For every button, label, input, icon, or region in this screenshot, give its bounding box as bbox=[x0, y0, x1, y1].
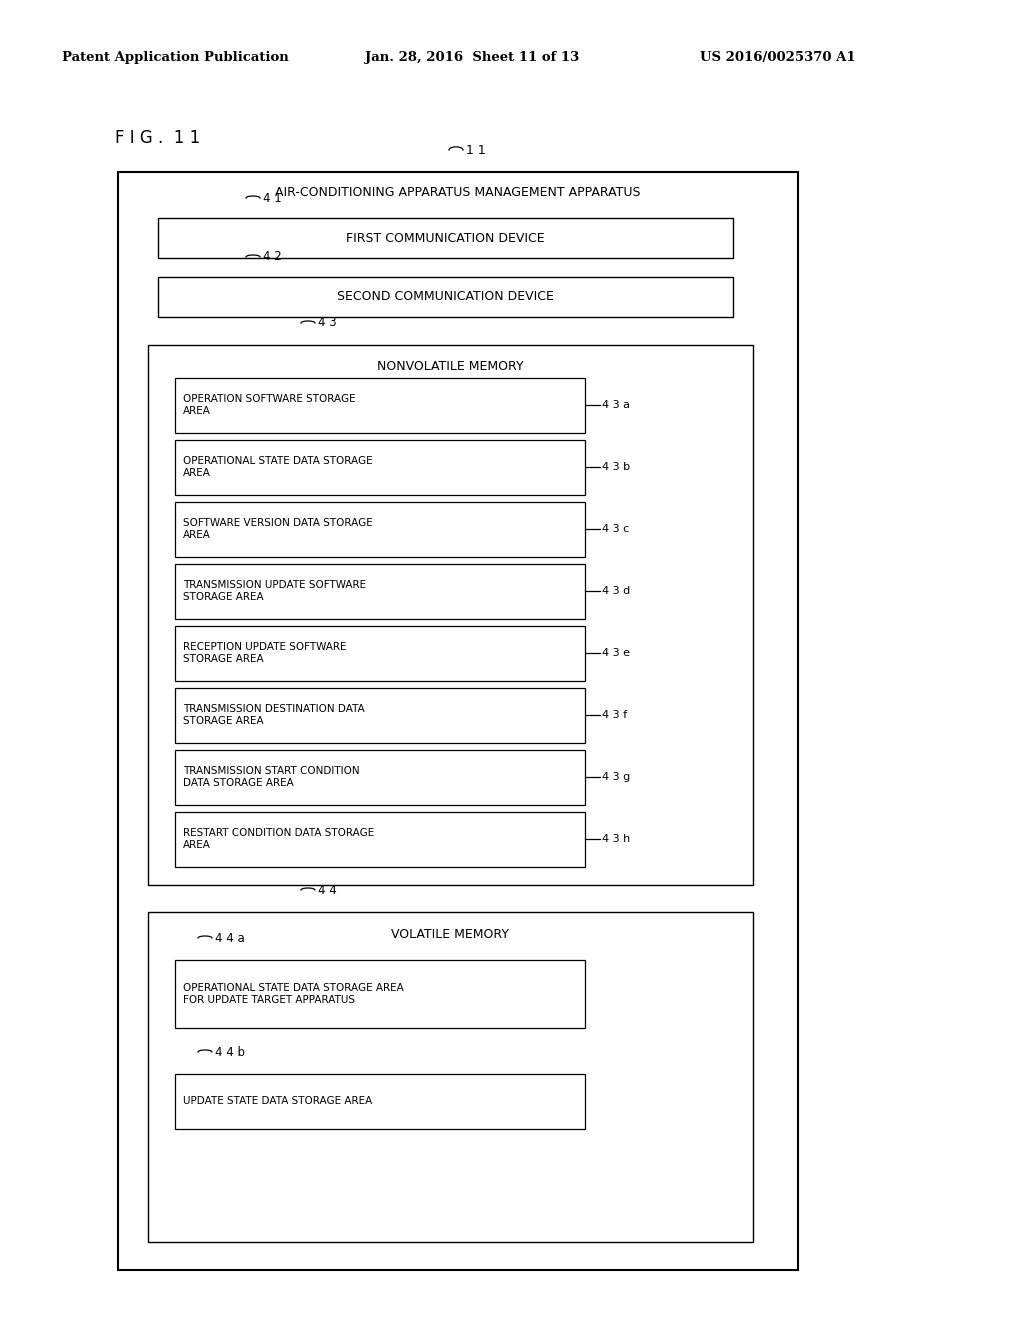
Bar bbox=[175, 750, 585, 805]
Text: OPERATIONAL STATE DATA STORAGE
AREA: OPERATIONAL STATE DATA STORAGE AREA bbox=[183, 457, 373, 478]
Text: F I G .  1 1: F I G . 1 1 bbox=[115, 129, 201, 147]
Text: Jan. 28, 2016  Sheet 11 of 13: Jan. 28, 2016 Sheet 11 of 13 bbox=[365, 50, 580, 63]
Text: US 2016/0025370 A1: US 2016/0025370 A1 bbox=[700, 50, 856, 63]
Bar bbox=[175, 502, 585, 557]
Text: 1 1: 1 1 bbox=[466, 144, 485, 157]
Text: 4 3 e: 4 3 e bbox=[602, 648, 630, 657]
Text: 4 3 c: 4 3 c bbox=[602, 524, 630, 535]
Bar bbox=[175, 1074, 585, 1129]
Bar bbox=[175, 960, 585, 1028]
Bar bbox=[158, 218, 733, 257]
Text: VOLATILE MEMORY: VOLATILE MEMORY bbox=[391, 928, 509, 940]
Bar bbox=[148, 912, 753, 1242]
Text: 4 2: 4 2 bbox=[263, 251, 282, 264]
Text: 4 1: 4 1 bbox=[263, 191, 282, 205]
Bar bbox=[148, 345, 753, 884]
Text: UPDATE STATE DATA STORAGE AREA: UPDATE STATE DATA STORAGE AREA bbox=[183, 1096, 373, 1106]
Text: 4 3 f: 4 3 f bbox=[602, 710, 627, 719]
Text: 4 4: 4 4 bbox=[318, 883, 337, 896]
Text: 4 4 a: 4 4 a bbox=[215, 932, 245, 945]
Bar bbox=[175, 688, 585, 743]
Text: 4 3 h: 4 3 h bbox=[602, 834, 630, 843]
Text: RECEPTION UPDATE SOFTWARE
STORAGE AREA: RECEPTION UPDATE SOFTWARE STORAGE AREA bbox=[183, 643, 346, 664]
Bar bbox=[118, 172, 798, 1270]
Bar bbox=[175, 440, 585, 495]
Text: 4 3 a: 4 3 a bbox=[602, 400, 630, 411]
Text: TRANSMISSION UPDATE SOFTWARE
STORAGE AREA: TRANSMISSION UPDATE SOFTWARE STORAGE ARE… bbox=[183, 581, 367, 602]
Bar bbox=[175, 564, 585, 619]
Text: TRANSMISSION DESTINATION DATA
STORAGE AREA: TRANSMISSION DESTINATION DATA STORAGE AR… bbox=[183, 704, 365, 726]
Text: OPERATIONAL STATE DATA STORAGE AREA
FOR UPDATE TARGET APPARATUS: OPERATIONAL STATE DATA STORAGE AREA FOR … bbox=[183, 983, 403, 1005]
Text: Patent Application Publication: Patent Application Publication bbox=[62, 50, 289, 63]
Text: RESTART CONDITION DATA STORAGE
AREA: RESTART CONDITION DATA STORAGE AREA bbox=[183, 828, 374, 850]
Text: NONVOLATILE MEMORY: NONVOLATILE MEMORY bbox=[377, 360, 523, 374]
Bar bbox=[175, 812, 585, 867]
Text: FIRST COMMUNICATION DEVICE: FIRST COMMUNICATION DEVICE bbox=[346, 231, 545, 244]
Bar bbox=[175, 378, 585, 433]
Text: 4 3 g: 4 3 g bbox=[602, 772, 630, 781]
Text: AIR-CONDITIONING APPARATUS MANAGEMENT APPARATUS: AIR-CONDITIONING APPARATUS MANAGEMENT AP… bbox=[275, 186, 641, 199]
Text: 4 3 d: 4 3 d bbox=[602, 586, 630, 597]
Text: 4 3 b: 4 3 b bbox=[602, 462, 630, 473]
Text: OPERATION SOFTWARE STORAGE
AREA: OPERATION SOFTWARE STORAGE AREA bbox=[183, 395, 355, 416]
Bar bbox=[175, 626, 585, 681]
Bar bbox=[158, 277, 733, 317]
Text: SECOND COMMUNICATION DEVICE: SECOND COMMUNICATION DEVICE bbox=[337, 290, 553, 304]
Text: 4 4 b: 4 4 b bbox=[215, 1045, 245, 1059]
Text: SOFTWARE VERSION DATA STORAGE
AREA: SOFTWARE VERSION DATA STORAGE AREA bbox=[183, 519, 373, 540]
Text: TRANSMISSION START CONDITION
DATA STORAGE AREA: TRANSMISSION START CONDITION DATA STORAG… bbox=[183, 766, 359, 788]
Text: 4 3: 4 3 bbox=[318, 317, 337, 330]
